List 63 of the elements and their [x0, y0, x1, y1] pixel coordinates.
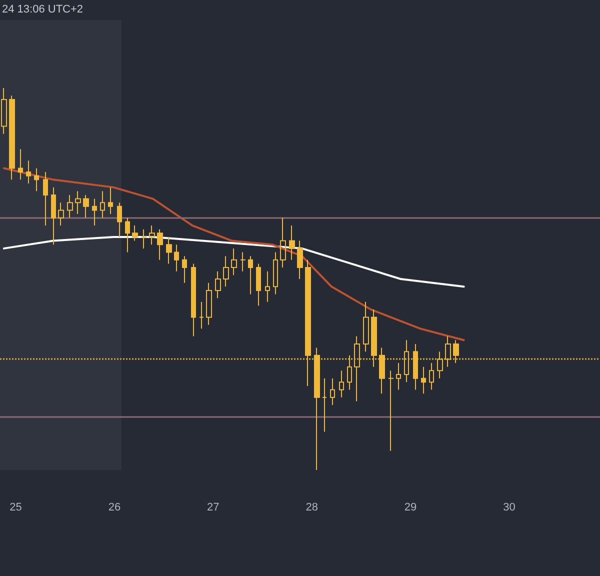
candlestick — [445, 336, 451, 368]
candlestick — [413, 343, 418, 390]
candlestick — [289, 225, 295, 260]
candlestick — [191, 263, 196, 337]
candlestick — [437, 351, 443, 379]
candlestick — [92, 198, 97, 226]
candlestick — [182, 256, 187, 284]
candlestick — [67, 194, 73, 218]
candlestick — [339, 370, 344, 398]
candlestick — [305, 259, 311, 386]
candlestick — [100, 190, 105, 218]
candlestick — [421, 366, 426, 394]
candlestick — [117, 202, 122, 238]
candlestick — [280, 217, 286, 268]
candlestick — [206, 282, 212, 326]
candlestick — [297, 240, 303, 280]
candlestick — [363, 301, 369, 352]
x-tick-label: 25 — [10, 502, 22, 514]
candlestick — [273, 252, 278, 295]
candlestick — [174, 244, 179, 272]
candlestick — [51, 186, 56, 246]
x-tick-label: 30 — [503, 502, 516, 514]
x-tick-label: 26 — [108, 502, 121, 514]
candlestick — [231, 248, 237, 276]
candlestick — [371, 309, 377, 368]
candlestick — [347, 354, 352, 390]
candlestick — [396, 362, 401, 390]
candlestick — [1, 87, 7, 134]
candlestick — [314, 347, 320, 470]
candlestick — [388, 370, 394, 452]
candlestick — [256, 263, 261, 306]
candlestick — [265, 270, 270, 302]
candlestick — [240, 252, 246, 272]
candlestick — [404, 340, 409, 383]
candlestick — [132, 225, 138, 242]
candlestick — [215, 270, 221, 299]
candlestick — [9, 95, 15, 180]
candlestick — [354, 336, 360, 402]
x-tick-label: 28 — [306, 502, 318, 514]
candlestick — [166, 236, 172, 264]
candlestick — [75, 190, 81, 215]
candlestick — [43, 172, 48, 226]
candlestick — [223, 256, 229, 288]
candlestick — [125, 217, 130, 253]
x-tick-label: 27 — [207, 502, 220, 514]
candlestick — [157, 228, 163, 260]
candlestick — [108, 186, 113, 215]
candlestick — [248, 256, 253, 295]
candlestick — [379, 347, 385, 394]
candlestick — [34, 168, 39, 192]
candlestick — [429, 362, 434, 390]
candlestick — [26, 160, 31, 184]
candlestick — [18, 148, 23, 180]
text: 24 13:06 UTC+2 — [2, 4, 84, 16]
x-tick-label: 29 — [404, 502, 417, 514]
candlestick — [453, 340, 459, 364]
candlestick — [58, 202, 64, 226]
candlestick — [330, 378, 335, 406]
candlestick — [149, 225, 155, 246]
candlestick — [199, 301, 204, 330]
candlestick — [141, 228, 147, 249]
candlestick — [83, 194, 89, 218]
candlestick — [322, 378, 327, 432]
